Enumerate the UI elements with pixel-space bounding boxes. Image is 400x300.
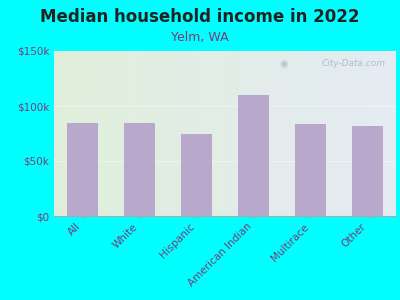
- Bar: [352, 126, 383, 216]
- Text: City-Data.com: City-Data.com: [322, 59, 386, 68]
- Text: ◉: ◉: [280, 59, 288, 69]
- Bar: [295, 124, 326, 216]
- Bar: [124, 122, 155, 216]
- Text: Yelm, WA: Yelm, WA: [171, 32, 229, 44]
- Text: Median household income in 2022: Median household income in 2022: [40, 8, 360, 26]
- Bar: [181, 134, 212, 216]
- Bar: [67, 122, 98, 216]
- Bar: [238, 95, 269, 216]
